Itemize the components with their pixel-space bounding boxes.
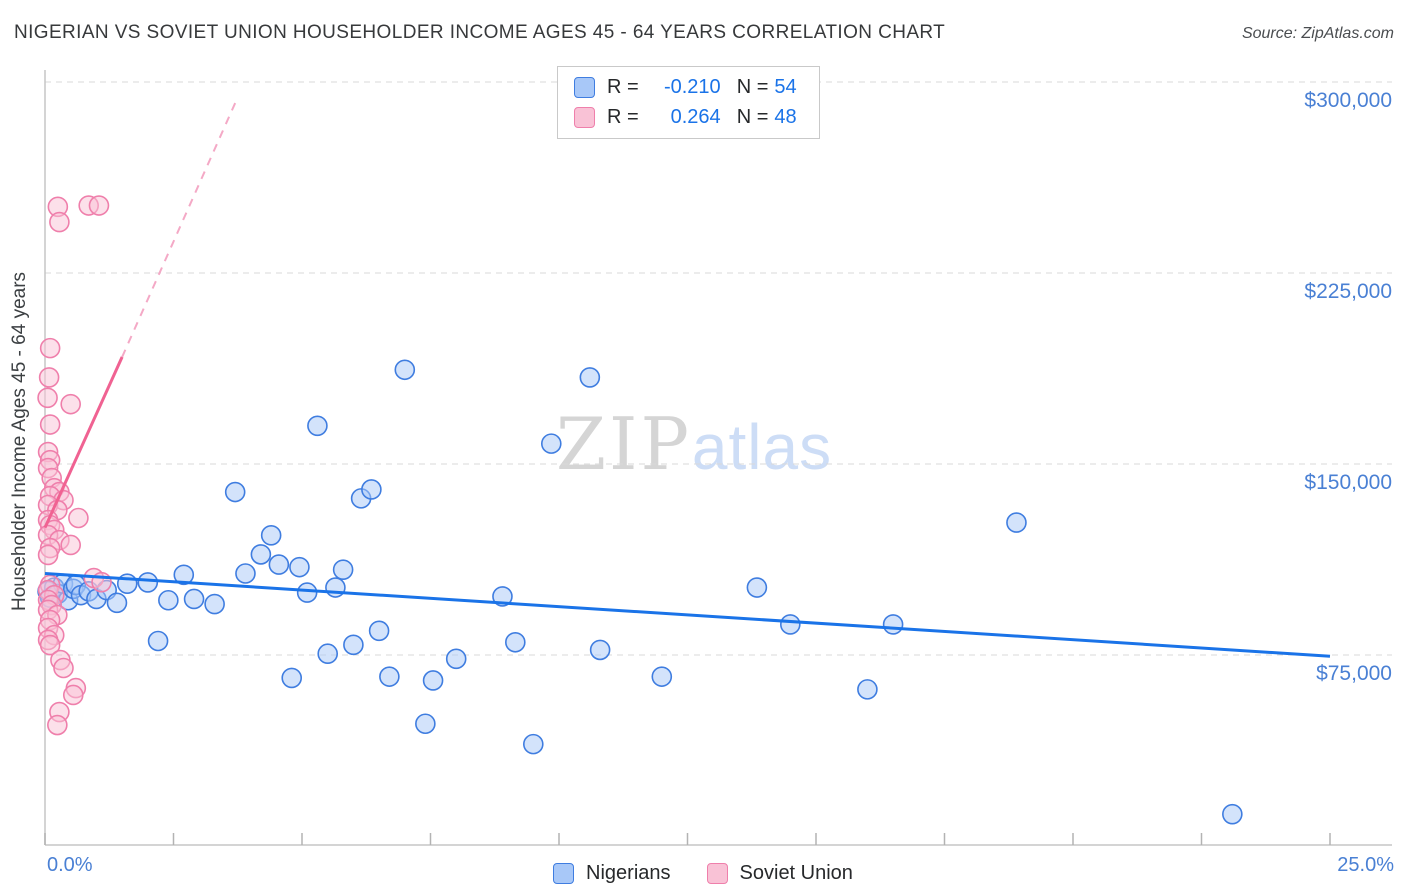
scatter-point-soviet-union — [37, 544, 59, 566]
scatter-point-soviet-union — [37, 387, 58, 409]
trend-line-extension — [121, 96, 239, 358]
y-axis-tick-label: $150,000 — [1304, 471, 1392, 494]
scatter-point-nigerians — [307, 415, 328, 437]
scatter-point-nigerians — [379, 666, 400, 687]
scatter-point-nigerians — [204, 593, 225, 615]
scatter-point-nigerians — [173, 564, 195, 586]
r-value: -0.210 — [663, 76, 721, 98]
scatter-point-nigerians — [1006, 512, 1027, 533]
scatter-point-nigerians — [296, 582, 318, 603]
scatter-point-soviet-union — [39, 634, 61, 656]
legend-item-soviet-union: Soviet Union — [706, 862, 853, 885]
r-label: R = — [607, 76, 639, 98]
legend-item-nigerians: Nigerians — [553, 862, 671, 885]
trend-line — [43, 356, 124, 529]
legend-row-soviet-union: R = 0.264 N = 48 — [574, 106, 797, 129]
scatter-point-soviet-union — [39, 414, 61, 435]
correlation-legend: R = -0.210 N = 54 R = 0.264 N = 48 — [557, 66, 820, 139]
scatter-point-nigerians — [317, 643, 339, 665]
source-attribution: Source: ZipAtlas.com — [1241, 25, 1394, 42]
y-axis-tick-label: $75,000 — [1316, 662, 1392, 685]
scatter-point-nigerians — [147, 630, 169, 652]
scatter-point-soviet-union — [68, 507, 89, 529]
scatter-point-nigerians — [505, 631, 526, 653]
scatter-point-nigerians — [415, 713, 436, 735]
legend-row-nigerians: R = -0.210 N = 54 — [574, 76, 797, 99]
scatter-point-nigerians — [445, 648, 467, 670]
scatter-point-nigerians — [183, 588, 205, 610]
scatter-point-nigerians — [589, 639, 611, 661]
scatter-point-nigerians — [137, 572, 159, 593]
scatter-point-soviet-union — [60, 534, 81, 556]
soviet-union-label: Soviet Union — [739, 862, 853, 884]
chart-title: NIGERIAN VS SOVIET UNION HOUSEHOLDER INC… — [14, 22, 946, 43]
scatter-point-soviet-union — [60, 393, 81, 415]
n-value: 54 — [774, 76, 797, 98]
scatter-point-nigerians — [422, 670, 444, 691]
scatter-point-nigerians — [361, 479, 382, 500]
y-axis-tick-label: $225,000 — [1304, 280, 1392, 303]
y-axis-tick-label: $300,000 — [1304, 89, 1392, 112]
x-axis-tick-label: 0.0% — [47, 854, 93, 876]
scatter-point-nigerians — [394, 359, 416, 381]
n-label: N = — [736, 106, 769, 128]
scatter-point-nigerians — [882, 614, 904, 635]
scatter-point-nigerians — [235, 563, 256, 584]
scatter-point-nigerians — [260, 525, 282, 546]
nigerians-swatch — [574, 77, 595, 98]
scatter-point-soviet-union — [62, 684, 84, 706]
scatter-point-nigerians — [343, 634, 364, 656]
scatter-point-nigerians — [746, 577, 768, 598]
scatter-point-nigerians — [289, 556, 310, 578]
scatter-point-nigerians — [522, 733, 544, 755]
scatter-point-nigerians — [281, 667, 303, 689]
r-label: R = — [607, 106, 639, 128]
scatter-point-nigerians — [332, 559, 354, 580]
scatter-point-soviet-union — [47, 714, 68, 736]
scatter-point-nigerians — [857, 679, 878, 700]
scatter-point-nigerians — [579, 367, 601, 388]
trend-line — [44, 572, 1331, 658]
nigerians-label: Nigerians — [586, 862, 671, 884]
scatter-point-nigerians — [224, 481, 246, 503]
scatter-point-nigerians — [651, 666, 673, 687]
scatter-point-nigerians — [158, 589, 179, 611]
scatter-point-soviet-union — [39, 337, 61, 359]
scatter-point-soviet-union — [53, 657, 74, 679]
scatter-point-nigerians — [1222, 803, 1243, 825]
nigerians-swatch — [553, 863, 575, 884]
scatter-point-soviet-union — [38, 367, 60, 388]
n-value: 48 — [774, 106, 797, 128]
n-label: N = — [736, 76, 769, 98]
soviet-union-swatch — [706, 863, 728, 884]
scatter-point-soviet-union — [49, 211, 70, 233]
scatter-point-nigerians — [268, 554, 290, 575]
scatter-point-nigerians — [250, 544, 272, 565]
series-legend: Nigerians Soviet Union — [0, 862, 1406, 885]
scatter-point-nigerians — [540, 433, 562, 454]
soviet-union-swatch — [574, 107, 595, 128]
scatter-point-soviet-union — [88, 195, 110, 216]
scatter-point-nigerians — [779, 614, 801, 635]
r-value: 0.264 — [670, 106, 721, 128]
scatter-point-nigerians — [106, 592, 128, 614]
scatter-point-nigerians — [368, 620, 390, 642]
x-axis-tick-label: 25.0% — [1337, 854, 1394, 876]
scatter-point-nigerians — [325, 577, 346, 598]
